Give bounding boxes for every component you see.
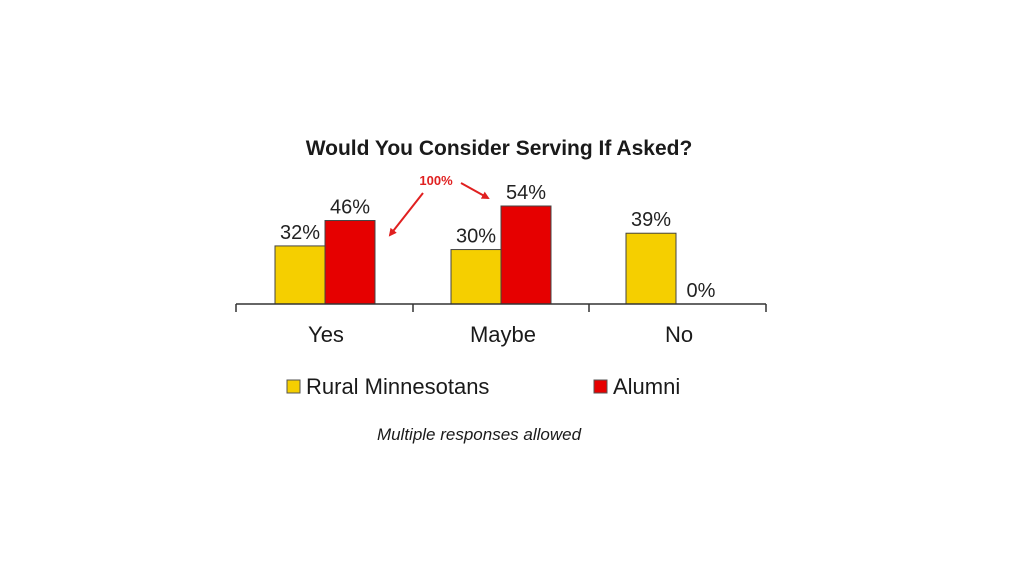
annotation-arrow-right <box>460 182 490 199</box>
category-label-yes: Yes <box>308 322 344 347</box>
legend-swatch-rural <box>286 379 301 394</box>
data-label-rural-no: 39% <box>631 209 671 231</box>
annotation-arrow-left <box>388 192 424 237</box>
category-label-maybe: Maybe <box>470 322 536 347</box>
legend-swatch-alumni <box>593 379 608 394</box>
data-label-alumni-no: 0% <box>687 280 716 302</box>
annotation-label: 100% <box>419 173 453 188</box>
bars-layer: 32% 46% 30% 54% 39% 0% <box>274 182 716 305</box>
category-label-no: No <box>665 322 693 347</box>
legend: Rural Minnesotans Alumni <box>286 374 680 399</box>
bar-rural-maybe <box>450 249 502 305</box>
annotation: 100% <box>388 173 490 237</box>
bar-rural-yes <box>274 245 326 305</box>
bar-alumni-maybe <box>500 205 552 305</box>
legend-label-alumni: Alumni <box>613 374 680 399</box>
legend-label-rural: Rural Minnesotans <box>306 374 489 399</box>
data-label-alumni-maybe: 54% <box>506 182 546 204</box>
data-label-rural-maybe: 30% <box>456 226 496 248</box>
bar-alumni-yes <box>324 220 376 305</box>
data-label-rural-yes: 32% <box>280 222 320 244</box>
footnote: Multiple responses allowed <box>377 425 582 444</box>
data-label-alumni-yes: 46% <box>330 197 370 219</box>
bar-rural-no <box>625 232 677 305</box>
chart-title: Would You Consider Serving If Asked? <box>306 137 693 160</box>
